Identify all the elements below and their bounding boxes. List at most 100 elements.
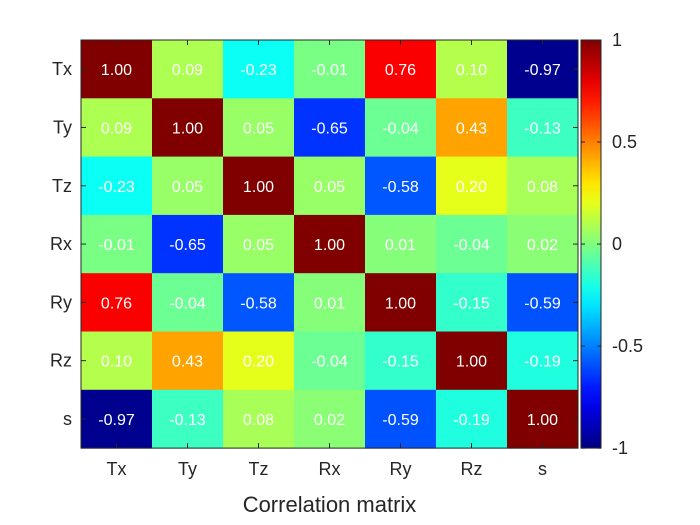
cell-value-label: 0.09 bbox=[172, 62, 203, 79]
heatmap-cell bbox=[365, 331, 437, 391]
cell-value-label: 0.10 bbox=[456, 62, 487, 79]
cell-value-label: -0.97 bbox=[98, 412, 135, 429]
cell-value-label: -0.58 bbox=[240, 295, 277, 312]
cell-value-label: -0.04 bbox=[311, 354, 348, 371]
heatmap-cell bbox=[294, 273, 366, 332]
x-tick-label: Rx bbox=[319, 459, 341, 479]
cell-value-label: 1.00 bbox=[172, 120, 203, 137]
heatmap-cell bbox=[294, 40, 366, 99]
heatmap-cell bbox=[294, 98, 366, 158]
heatmap-cell bbox=[152, 214, 224, 274]
cell-value-label: 0.01 bbox=[385, 237, 416, 254]
x-tick-label: Ty bbox=[178, 459, 197, 479]
heatmap-cell bbox=[81, 273, 153, 332]
y-tick-label: Rx bbox=[50, 234, 72, 254]
cell-value-label: 0.20 bbox=[243, 354, 274, 371]
heatmap-cell bbox=[223, 40, 295, 99]
heatmap-cell bbox=[81, 40, 153, 99]
cell-value-label: 1.00 bbox=[456, 354, 487, 371]
cell-value-label: -0.13 bbox=[524, 120, 561, 137]
cell-value-label: 0.09 bbox=[101, 120, 132, 137]
x-tick-label: s bbox=[538, 459, 547, 479]
cell-value-label: -0.19 bbox=[524, 354, 561, 371]
x-axis-label: Correlation matrix bbox=[243, 492, 417, 517]
heatmap-cell bbox=[507, 214, 579, 274]
cell-value-label: -0.01 bbox=[98, 237, 135, 254]
heatmap-cell bbox=[507, 98, 579, 158]
heatmap-cell bbox=[152, 98, 224, 158]
heatmap-cell bbox=[436, 214, 508, 274]
cell-value-label: -0.23 bbox=[240, 62, 277, 79]
heatmap-cell bbox=[436, 273, 508, 332]
cell-value-label: -0.04 bbox=[169, 295, 206, 312]
x-tick-label: Tx bbox=[107, 459, 127, 479]
heatmap-cell bbox=[81, 389, 153, 449]
cell-value-label: -0.15 bbox=[382, 354, 419, 371]
colorbar-tick-label: -1 bbox=[612, 438, 628, 458]
cell-value-label: 0.08 bbox=[243, 412, 274, 429]
y-tick-label: s bbox=[63, 409, 72, 429]
cell-value-label: 1.00 bbox=[314, 237, 345, 254]
colorbar-tick-label: 1 bbox=[612, 30, 622, 50]
heatmap-cell bbox=[81, 331, 153, 391]
cell-value-label: -0.97 bbox=[524, 62, 561, 79]
cell-value-label: 1.00 bbox=[385, 295, 416, 312]
y-tick-label: Ty bbox=[53, 117, 72, 137]
cell-value-label: -0.15 bbox=[453, 295, 490, 312]
heatmap-cell bbox=[81, 156, 153, 216]
x-tick-label: Rz bbox=[461, 459, 483, 479]
cell-value-label: 0.05 bbox=[314, 179, 345, 196]
colorbar-tick-label: 0.5 bbox=[612, 132, 637, 152]
heatmap-cells bbox=[81, 40, 579, 449]
y-tick-label: Rz bbox=[50, 351, 72, 371]
heatmap-cell bbox=[365, 214, 437, 274]
colorbar-tick-label: -0.5 bbox=[612, 336, 643, 356]
x-tick-label: Ry bbox=[390, 459, 412, 479]
cell-value-label: -0.65 bbox=[311, 120, 348, 137]
cell-value-label: 0.43 bbox=[456, 120, 487, 137]
heatmap-cell bbox=[436, 389, 508, 449]
heatmap-cell bbox=[436, 40, 508, 99]
heatmap-cell bbox=[294, 389, 366, 449]
cell-value-label: 0.08 bbox=[527, 179, 558, 196]
heatmap-cell bbox=[152, 273, 224, 332]
heatmap-cell bbox=[81, 98, 153, 158]
heatmap-cell bbox=[152, 389, 224, 449]
cell-value-label: 0.02 bbox=[314, 412, 345, 429]
cell-value-label: -0.65 bbox=[169, 237, 206, 254]
heatmap-cell bbox=[507, 273, 579, 332]
cell-value-label: -0.58 bbox=[382, 179, 419, 196]
cell-value-label: -0.59 bbox=[524, 295, 561, 312]
cell-value-label: 1.00 bbox=[527, 412, 558, 429]
heatmap-cell bbox=[507, 40, 579, 99]
cell-value-label: 1.00 bbox=[101, 62, 132, 79]
heatmap-cell bbox=[365, 40, 437, 99]
cell-value-label: -0.59 bbox=[382, 412, 419, 429]
cell-value-label: -0.13 bbox=[169, 412, 206, 429]
heatmap-cell bbox=[365, 156, 437, 216]
cell-value-label: -0.23 bbox=[98, 179, 135, 196]
x-tick-label: Tz bbox=[249, 459, 269, 479]
heatmap-cell-labels: 1.00 0.09 -0.23 -0.01 0.76 0.10 -0.97 0.09 1.00 0… bbox=[98, 62, 561, 429]
x-axis-ticks: Tx Ty Tz Rx Ry Rz s bbox=[107, 40, 547, 479]
heatmap-cell bbox=[152, 40, 224, 99]
y-tick-label: Tx bbox=[52, 59, 72, 79]
cell-value-label: 0.05 bbox=[172, 179, 203, 196]
cell-value-label: 0.10 bbox=[101, 354, 132, 371]
y-tick-label: Ry bbox=[50, 292, 72, 312]
heatmap-cell bbox=[152, 331, 224, 391]
heatmap-cell bbox=[223, 331, 295, 391]
heatmap-cell bbox=[223, 214, 295, 274]
heatmap-cell bbox=[507, 331, 579, 391]
heatmap-cell bbox=[223, 273, 295, 332]
heatmap-cell bbox=[152, 156, 224, 216]
y-axis-ticks: Tx Ty Tz Rx Ry Rz s bbox=[50, 59, 578, 429]
colorbar-tick-label: 0 bbox=[612, 234, 622, 254]
heatmap-cell bbox=[436, 98, 508, 158]
heatmap-cell bbox=[365, 98, 437, 158]
heatmap-cell bbox=[365, 273, 437, 332]
cell-value-label: 0.05 bbox=[243, 237, 274, 254]
cell-value-label: -0.04 bbox=[453, 237, 490, 254]
